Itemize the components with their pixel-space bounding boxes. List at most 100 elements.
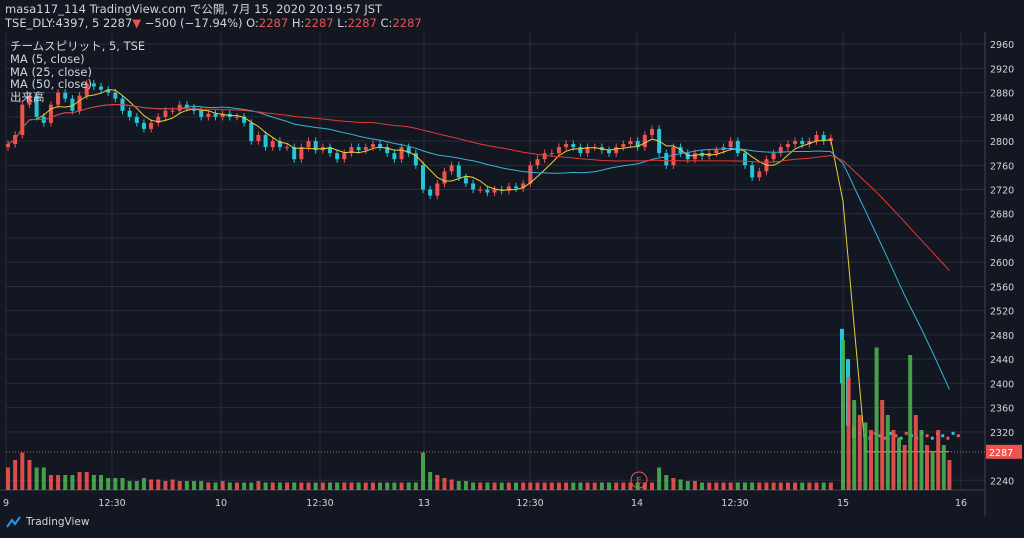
tradingview-logo[interactable]: TradingView (6, 516, 89, 528)
volume-bar (84, 472, 89, 490)
candle-body (728, 141, 733, 148)
volume-bar (869, 430, 873, 490)
volume-bar (578, 482, 583, 490)
volume-bar (852, 400, 857, 490)
volume-bar (614, 482, 619, 490)
candle-body (821, 134, 826, 142)
volume-bar (192, 481, 197, 490)
candle-body (242, 116, 247, 123)
candle-body (220, 113, 225, 117)
current-price-tag (986, 444, 1022, 459)
volume-bar (363, 482, 368, 490)
volume-bar (63, 475, 68, 490)
volume-bar (20, 452, 25, 490)
volume-bar (56, 475, 61, 490)
candle-body (685, 153, 690, 160)
volume-bar (664, 475, 669, 490)
candle-body (156, 116, 161, 123)
candle-body (800, 141, 805, 145)
x-tick-label: 12:30 (98, 498, 125, 509)
candle-body (213, 113, 218, 117)
ma5-line (7, 89, 950, 453)
candle-body (951, 431, 955, 435)
volume-bar (764, 482, 769, 490)
candle-body (514, 186, 519, 189)
candle-body (70, 98, 75, 111)
candle-body (925, 434, 929, 438)
candle-body (177, 104, 182, 111)
volume-bar (41, 467, 46, 490)
candle-body (904, 431, 908, 435)
volume-bar (897, 437, 901, 490)
candle-body (930, 436, 934, 440)
volume-bar (120, 478, 125, 490)
x-tick-label: 12:30 (306, 498, 333, 509)
volume-bar (592, 482, 597, 490)
candle-body (564, 144, 569, 148)
volume-bar (571, 482, 576, 490)
candle-body (56, 92, 61, 105)
volume-bar (485, 482, 490, 490)
volume-bar (793, 482, 798, 490)
candle-body (170, 110, 175, 112)
candle-body (621, 144, 626, 148)
candle-body (607, 150, 612, 154)
y-tick-label: 2880 (990, 89, 1014, 100)
candle-body (149, 122, 154, 129)
low-label: L: (337, 16, 348, 30)
x-tick-label: 16 (955, 498, 967, 509)
volume-bar (399, 482, 404, 490)
candle-body (349, 147, 354, 154)
candle-body (664, 153, 669, 166)
volume-bar (249, 482, 254, 490)
candle-body (614, 147, 619, 154)
candle-body (113, 92, 118, 99)
y-tick-label: 2800 (990, 137, 1014, 148)
candle-body (571, 144, 576, 148)
volume-bar (649, 482, 654, 490)
volume-bar (356, 482, 361, 490)
candle-body (700, 153, 705, 157)
volume-bar (685, 481, 690, 490)
candle-body (742, 153, 747, 166)
candle-body (485, 189, 490, 193)
volume-bar (778, 482, 783, 490)
volume-bar (327, 482, 332, 490)
candle-body (807, 141, 812, 145)
volume-bar (127, 481, 132, 490)
volume-bar (707, 482, 712, 490)
candle-body (370, 144, 375, 148)
candle-body (642, 134, 647, 148)
candle-body (894, 434, 898, 438)
candle-body (413, 153, 418, 166)
candle-body (542, 153, 547, 160)
candle-body (889, 431, 893, 435)
volume-bar (70, 475, 75, 490)
candle-body (263, 134, 268, 148)
volume-bar (206, 482, 211, 490)
volume-bar (227, 482, 232, 490)
current-price-label: 2287 (989, 448, 1013, 459)
volume-bar (34, 467, 39, 490)
candle-body (399, 147, 404, 160)
candle-body (946, 436, 950, 440)
volume-bar (163, 481, 168, 490)
volume-bar (48, 475, 53, 490)
volume-bar (671, 478, 676, 490)
open-label: O: (246, 16, 259, 30)
down-arrow-icon: ▼ (132, 16, 142, 30)
volume-bar (113, 478, 118, 490)
candle-body (549, 153, 554, 155)
open-value: 2287 (258, 16, 289, 30)
volume-bar (841, 340, 845, 490)
candle-body (6, 144, 10, 148)
x-tick-label: 13 (418, 498, 430, 509)
candle-body (884, 436, 887, 440)
ma50-line (7, 103, 950, 271)
volume-bar (199, 481, 204, 490)
volume-bar (678, 479, 683, 490)
price-chart[interactable]: 2960 2920 2880 2840 2800 2760 2720 2680 2640 2600… (0, 32, 1024, 516)
candle-body (750, 165, 755, 178)
earnings-label: E (636, 476, 641, 485)
volume-bar (821, 482, 826, 490)
